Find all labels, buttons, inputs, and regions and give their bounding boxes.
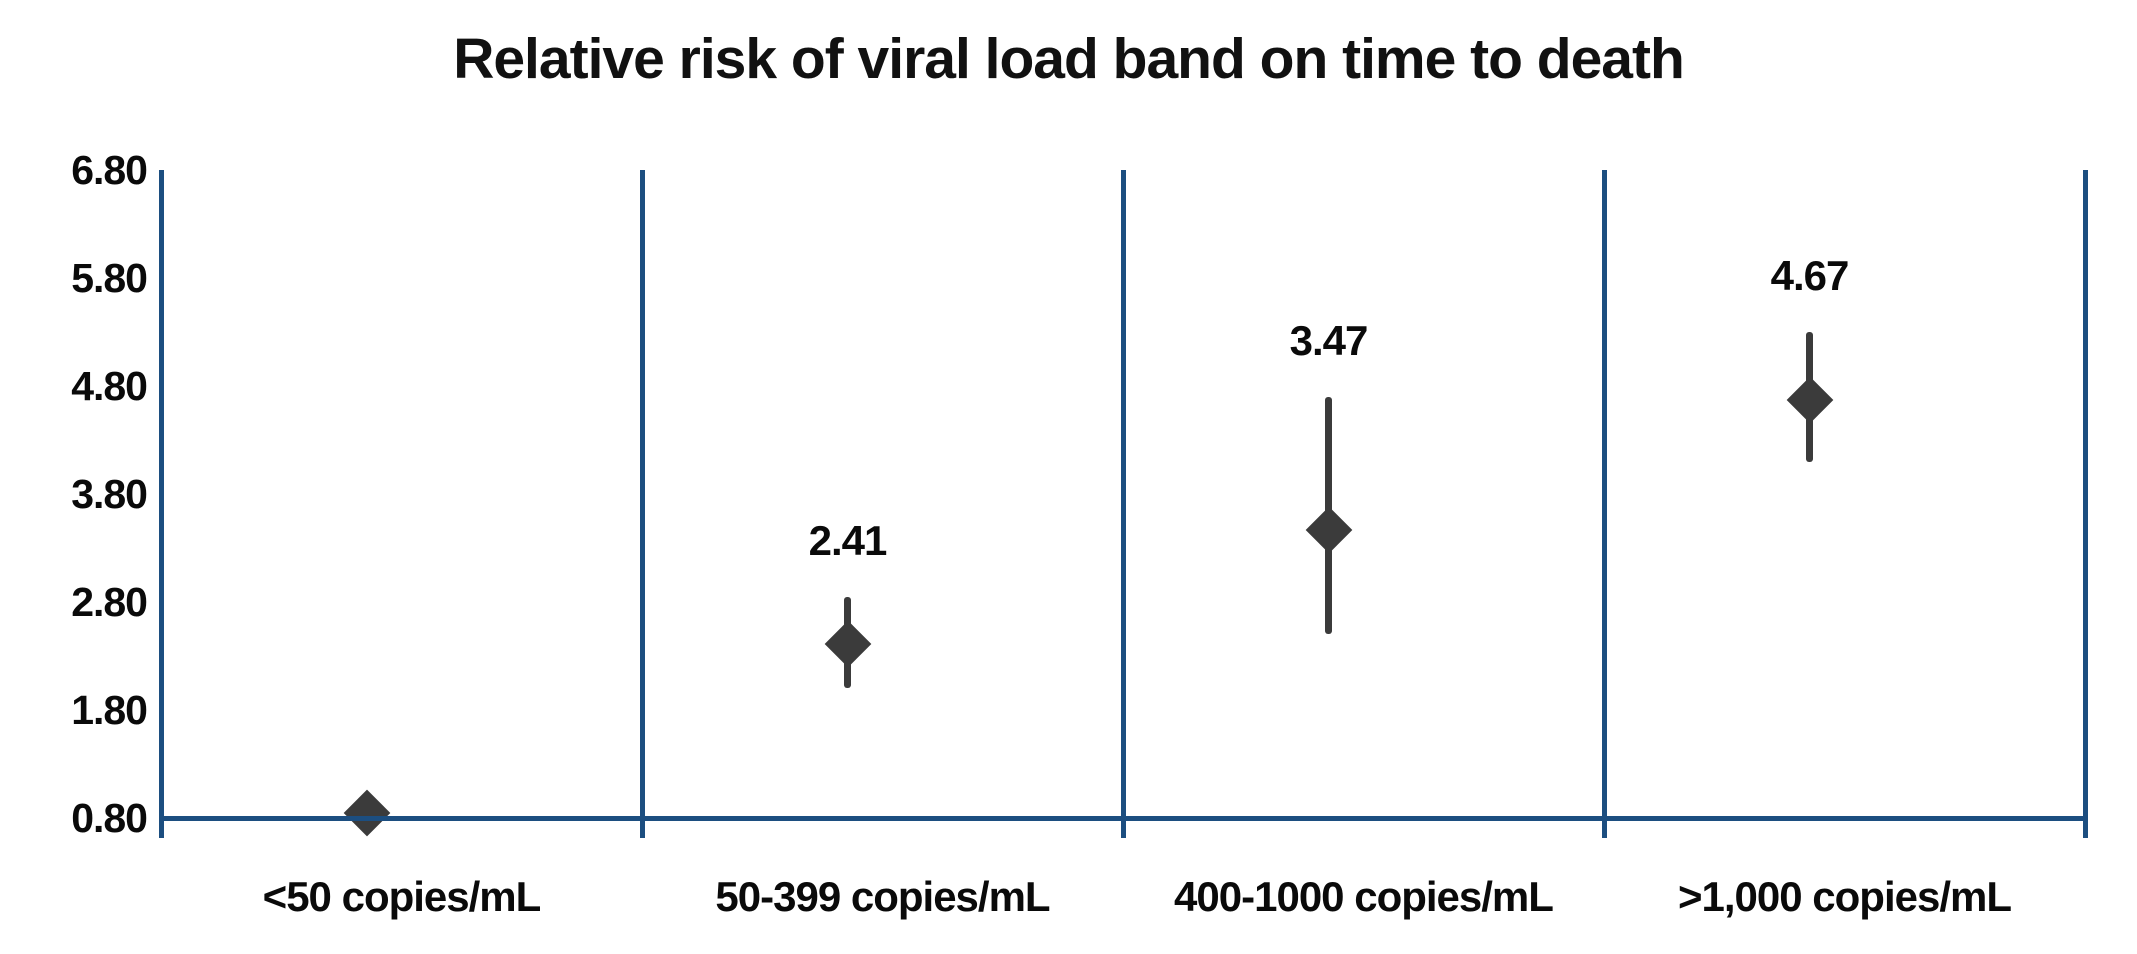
y-axis-tick-label: 5.80: [71, 255, 148, 301]
diamond-marker: [1786, 376, 1833, 424]
y-axis-tick-label: 2.80: [71, 579, 148, 625]
chart-title: Relative risk of viral load band on time…: [453, 27, 1685, 91]
x-axis-category-label: 50-399 copies/mL: [715, 873, 1050, 920]
x-axis-category-label: <50 copies/mL: [262, 873, 542, 920]
y-axis-tick-label: 1.80: [71, 687, 148, 733]
x-axis-category-label: >1,000 copies/mL: [1677, 873, 2012, 920]
data-label: 2.41: [808, 516, 888, 564]
panel-divider-line: [639, 170, 645, 838]
x-axis-line: [159, 815, 2087, 821]
y-axis-tick-label: 3.80: [71, 471, 148, 517]
y-axis-tick-label: 6.80: [71, 147, 148, 193]
panel-divider-line: [1601, 170, 1607, 838]
y-axis-tick-label: 4.80: [71, 363, 148, 409]
diamond-marker: [1305, 506, 1352, 553]
y-axis-line: [158, 170, 164, 838]
x-axis-category-label: 400-1000 copies/mL: [1174, 873, 1554, 920]
plot-area: 2.41 3.47 4.67: [158, 170, 2088, 838]
data-label: 3.47: [1289, 316, 1369, 364]
plot-right-border-line: [2082, 170, 2088, 838]
data-label: 4.67: [1770, 252, 1850, 299]
diamond-marker: [343, 789, 390, 836]
diamond-marker: [824, 620, 871, 668]
panel-divider-line: [1120, 170, 1126, 838]
y-axis-tick-label: 0.80: [71, 795, 148, 841]
